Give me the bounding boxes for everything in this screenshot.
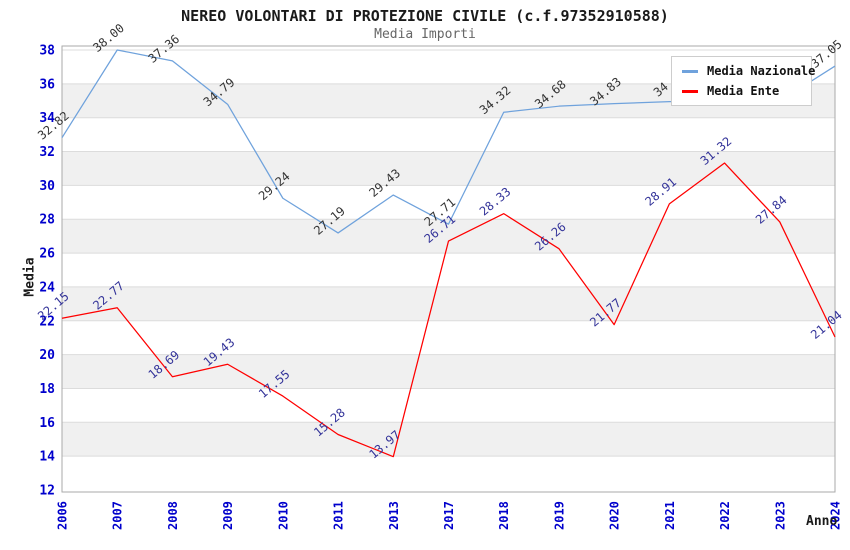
legend: Media Nazionale Media Ente bbox=[671, 56, 815, 106]
chart-title: NEREO VOLONTARI DI PROTEZIONE CIVILE (c.… bbox=[181, 7, 669, 25]
x-tick-label: 2022 bbox=[718, 501, 732, 530]
plot-border bbox=[61, 45, 836, 493]
legend-label: Media Ente bbox=[707, 84, 780, 98]
y-tick-label: 32 bbox=[39, 145, 55, 160]
plot-band bbox=[62, 219, 835, 254]
legend-item-media-ente: Media Ente bbox=[682, 84, 807, 98]
y-tick-label: 16 bbox=[39, 416, 55, 431]
x-tick-label: 2020 bbox=[608, 501, 622, 530]
point-label: 28.33 bbox=[477, 185, 514, 219]
y-tick-label: 22 bbox=[39, 314, 55, 329]
plot-band bbox=[62, 151, 835, 186]
x-tick-label: 2021 bbox=[663, 501, 677, 530]
y-axis-title: Media bbox=[22, 257, 38, 297]
y-tick-label: 14 bbox=[39, 450, 55, 465]
y-tick-label: 12 bbox=[39, 484, 55, 499]
y-tick-label: 28 bbox=[39, 213, 55, 228]
y-tick-label: 30 bbox=[39, 179, 55, 194]
y-tick-label: 20 bbox=[39, 348, 55, 363]
y-tick-label: 26 bbox=[39, 247, 55, 262]
point-label: 37.36 bbox=[146, 32, 183, 66]
legend-line-swatch-icon bbox=[682, 69, 698, 73]
plot-band bbox=[62, 422, 835, 457]
legend-line-swatch-icon bbox=[682, 89, 698, 93]
legend-label: Media Nazionale bbox=[707, 64, 816, 78]
x-tick-label: 2017 bbox=[442, 501, 456, 530]
chart-subtitle: Media Importi bbox=[374, 27, 476, 42]
x-tick-label: 2008 bbox=[166, 501, 180, 530]
x-axis-title: Anno bbox=[806, 514, 838, 529]
series-line-media-ente bbox=[61, 162, 836, 458]
y-tick-label: 18 bbox=[39, 382, 55, 397]
y-tick-label: 24 bbox=[39, 280, 55, 295]
plot-band bbox=[62, 354, 835, 389]
x-tick-label: 2013 bbox=[387, 501, 401, 530]
legend-item-media-nazionale: Media Nazionale bbox=[682, 64, 815, 78]
x-tick-label: 2019 bbox=[552, 501, 566, 530]
plot-band bbox=[62, 286, 835, 321]
y-tick-label: 34 bbox=[39, 111, 55, 126]
x-tick-label: 2018 bbox=[497, 501, 511, 530]
x-tick-label: 2010 bbox=[276, 501, 290, 530]
x-tick-label: 2023 bbox=[773, 501, 787, 530]
x-tick-label: 2011 bbox=[332, 501, 346, 530]
x-tick-label: 2024 bbox=[829, 501, 843, 530]
x-tick-label: 2006 bbox=[56, 501, 70, 530]
x-tick-label: 2009 bbox=[221, 501, 235, 530]
x-tick-label: 2007 bbox=[111, 501, 125, 530]
y-tick-label: 36 bbox=[39, 77, 55, 92]
y-tick-label: 38 bbox=[39, 44, 55, 59]
